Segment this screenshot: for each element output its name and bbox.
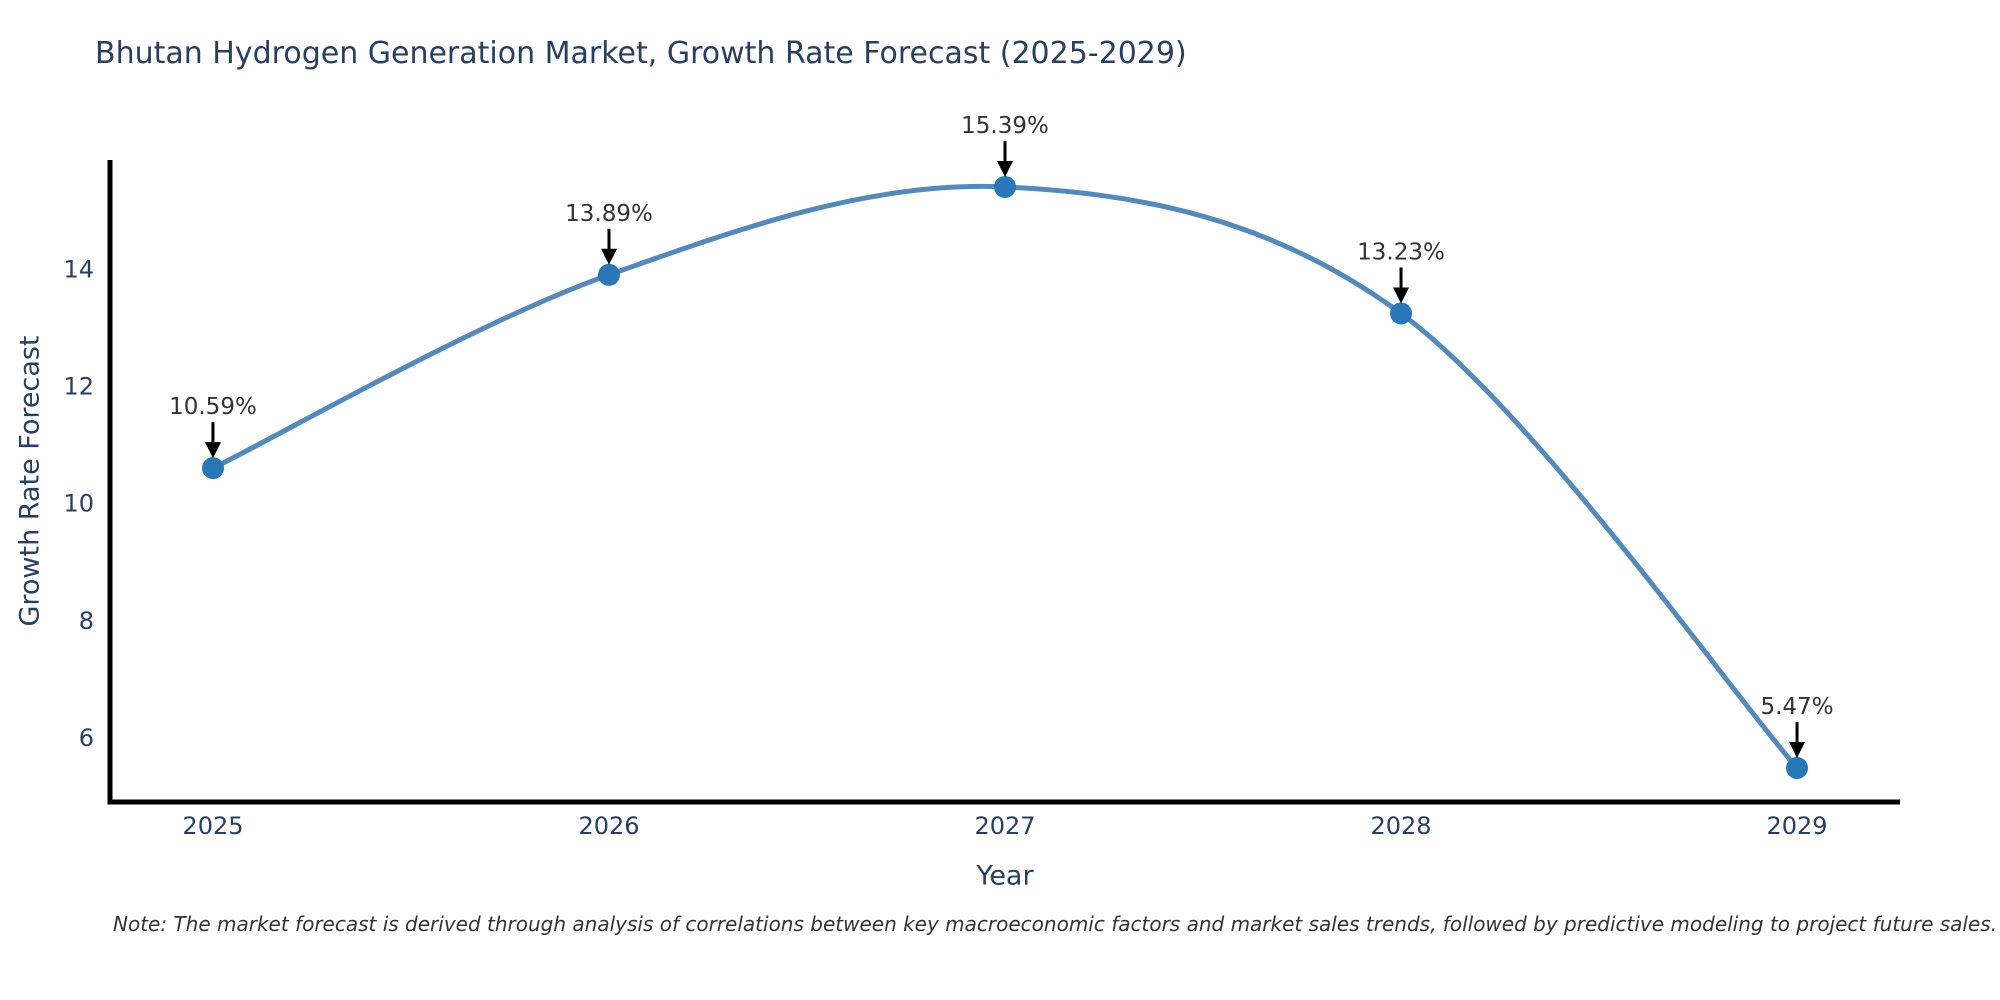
point-value-label: 15.39% [961,113,1049,139]
y-tick-label: 10 [63,490,94,518]
point-value-label: 10.59% [169,394,257,420]
x-axis-label: Year [976,860,1034,892]
chart-title: Bhutan Hydrogen Generation Market, Growt… [95,36,1187,71]
point-value-label: 13.89% [565,201,653,227]
data-point-marker [1390,302,1413,325]
forecast-line [210,183,1800,771]
x-tick-label: 2027 [974,812,1035,840]
annotation-arrowhead-icon [1789,742,1806,759]
x-tick-label: 2026 [578,812,639,840]
y-tick-label: 14 [63,255,94,283]
data-point-marker [994,175,1016,198]
annotation-arrowhead-icon [204,442,221,459]
x-tick-label: 2029 [1766,812,1827,840]
data-point-marker [201,457,224,480]
y-tick-label: 12 [63,373,94,401]
point-value-label: 5.47% [1760,694,1833,720]
point-value-label: 13.23% [1357,239,1445,265]
annotation-arrowhead-icon [997,160,1013,177]
footnote: Note: The market forecast is derived thr… [113,912,1998,936]
annotation-arrowhead-icon [600,248,617,265]
x-tick-label: 2028 [1370,812,1431,840]
annotation-arrowhead-icon [1393,287,1410,304]
y-tick-label: 8 [79,607,94,635]
data-point-marker [1786,757,1809,780]
data-point-marker [597,263,620,286]
x-tick-label: 2025 [182,812,243,840]
y-tick-label: 6 [79,724,94,752]
